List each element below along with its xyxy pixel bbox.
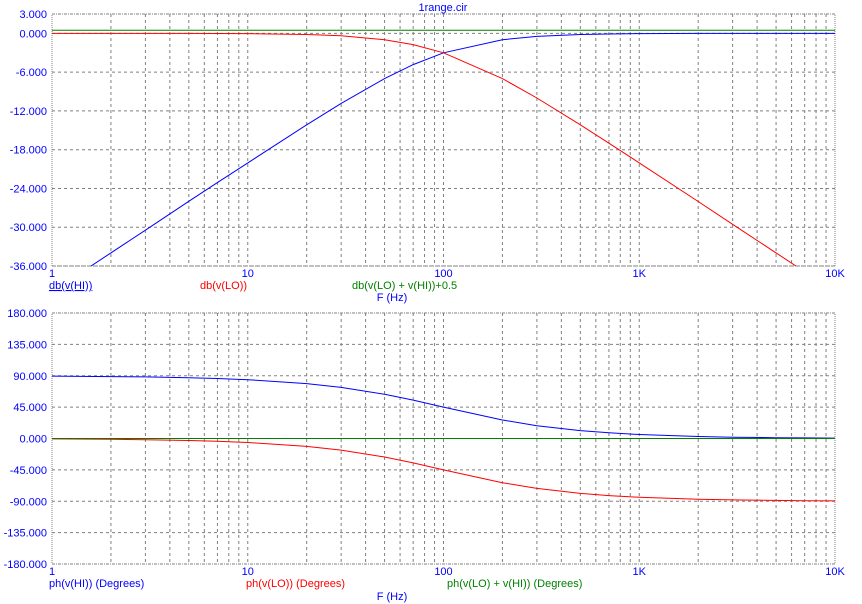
- x-tick-label: 10: [242, 268, 254, 280]
- y-tick-label: 135.000: [7, 339, 47, 351]
- plot-frame: [51, 13, 836, 267]
- x-tick-label: 100: [434, 566, 452, 578]
- x-tick-label: 1: [49, 566, 55, 578]
- legend-entry: ph(v(HI)) (Degrees): [49, 578, 144, 590]
- x-axis-label: F (Hz): [377, 591, 408, 603]
- x-axis-label: F (Hz): [377, 292, 408, 304]
- legend-entry: db(v(LO) + v(HI))+0.5: [352, 280, 457, 292]
- y-tick-label: 3.000: [19, 9, 47, 21]
- y-tick-label: -30.000: [10, 222, 47, 234]
- y-tick-label: -180.000: [4, 559, 47, 571]
- y-tick-label: -90.000: [10, 496, 47, 508]
- y-tick-label: -45.000: [10, 465, 47, 477]
- y-tick-label: 0.000: [19, 28, 47, 40]
- legend-entry: ph(v(LO) + v(HI)) (Degrees): [447, 578, 582, 590]
- y-tick-label: -24.000: [10, 183, 47, 195]
- x-tick-label: 10K: [825, 566, 845, 578]
- y-tick-label: 90.000: [13, 371, 47, 383]
- legend-entry: ph(v(LO)) (Degrees): [246, 578, 345, 590]
- y-tick-label: 45.000: [13, 402, 47, 414]
- y-tick-label: 180.000: [7, 308, 47, 320]
- y-tick-label: -18.000: [10, 145, 47, 157]
- plot-panel-2: 180.000 135.000 90.000 45.000 0.000 -45.000 -9…: [4, 308, 846, 603]
- x-tick-label: 10: [242, 566, 254, 578]
- y-tick-label: -36.000: [10, 261, 47, 273]
- y-tick-label: -6.000: [16, 67, 47, 79]
- chart-title: 1range.cir: [419, 2, 468, 14]
- series-group: [52, 375, 835, 502]
- x-tick-label: 100: [434, 268, 452, 280]
- series-line-2: [52, 438, 835, 502]
- x-tick-label: 1: [49, 268, 55, 280]
- x-tick-label: 1K: [633, 268, 647, 280]
- series-group: [52, 29, 835, 266]
- y-tick-label: -12.000: [10, 106, 47, 118]
- legend-entry: db(v(HI)): [49, 280, 92, 292]
- series-line-1: [52, 375, 835, 439]
- y-tick-label: 0.000: [19, 434, 47, 446]
- x-tick-label: 10K: [825, 268, 845, 280]
- series-line-2: [52, 32, 797, 266]
- x-tick-label: 1K: [633, 566, 647, 578]
- y-tick-label: -135.000: [4, 528, 47, 540]
- legend-entry: db(v(LO)): [200, 280, 247, 292]
- plot-panel-1: 3.000 0.000 -6.000 -12.000 -18.000 -24.000 -30…: [10, 9, 846, 304]
